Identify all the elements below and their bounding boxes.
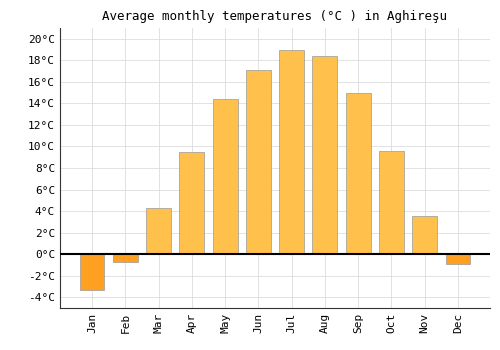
Bar xyxy=(379,151,404,254)
Bar xyxy=(146,208,171,254)
Bar xyxy=(246,70,271,254)
Bar xyxy=(80,254,104,290)
Bar xyxy=(180,152,204,254)
Bar xyxy=(412,216,437,254)
Bar xyxy=(279,50,304,254)
Bar xyxy=(446,254,470,264)
Bar xyxy=(312,56,338,254)
Bar xyxy=(346,93,370,254)
Title: Average monthly temperatures (°C ) in Aghireşu: Average monthly temperatures (°C ) in Ag… xyxy=(102,10,448,23)
Bar xyxy=(212,99,238,254)
Bar xyxy=(113,254,138,262)
